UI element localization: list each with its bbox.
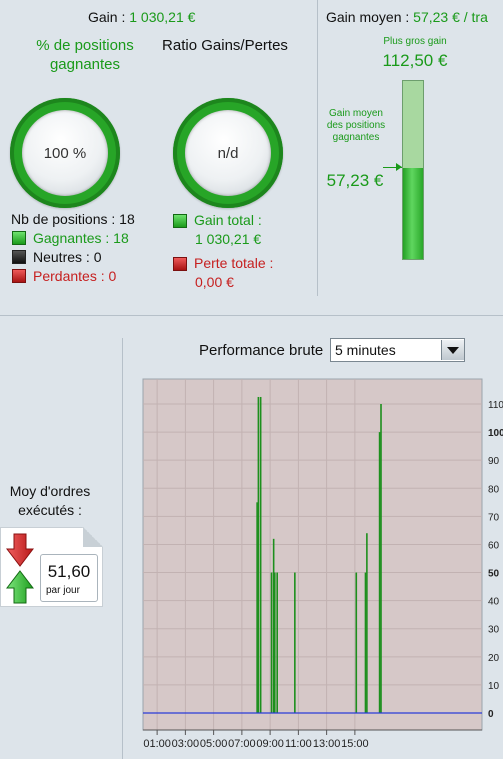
chart-bar — [378, 432, 381, 713]
chart-bar — [366, 533, 368, 713]
chart-bar — [276, 572, 278, 713]
y-tick-label: 10 — [488, 681, 500, 692]
average-gain-summary: Gain moyen : 57,23 € / tra — [326, 9, 488, 25]
y-tick-label: 70 — [488, 512, 500, 523]
green-square-icon — [12, 231, 26, 245]
gain-value: 1 030,21 € — [129, 9, 196, 25]
chart-bar — [257, 396, 260, 713]
red-square-icon — [12, 269, 26, 283]
winning-positions-value: 100 % — [22, 110, 108, 196]
gain-loss-ratio-title: Ratio Gains/Pertes — [162, 37, 288, 54]
orders-value: 51,60 — [47, 562, 91, 581]
card-fold-corner — [83, 527, 103, 547]
green-square-icon — [173, 213, 187, 228]
largest-gain-label: Plus gros gain — [383, 36, 447, 47]
x-tick-label: 01:00 — [143, 738, 171, 750]
gauge-marker-line — [383, 167, 402, 168]
positions-count: Nb de positions : 18 — [11, 211, 135, 227]
average-gain-value: 57,23 € / tra — [413, 9, 488, 25]
y-tick-label: 30 — [488, 625, 500, 636]
neutral-count: Neutres : 0 — [33, 249, 102, 265]
chart-bar — [273, 572, 276, 713]
y-tick-label: 80 — [488, 484, 500, 495]
x-tick-label: 03:00 — [172, 738, 200, 750]
chart-bar — [256, 502, 258, 713]
legend-neutral: Neutres : 0 — [12, 249, 101, 265]
gain-label: Gain — [88, 9, 118, 25]
x-axis: 01:00 03:00 05:00 07:00 09:00 11:00 13:00 15:00 — [143, 730, 369, 750]
y-tick-label: 40 — [488, 597, 500, 608]
chart-bar — [294, 572, 296, 713]
x-tick-label: 11:00 — [285, 738, 312, 750]
x-tick-label: 09:00 — [256, 738, 284, 750]
chart-bar — [380, 404, 382, 713]
legend-winning: Gagnantes : 18 — [12, 230, 129, 246]
total-loss-label: Perte totale : — [194, 255, 274, 271]
gain-gauge — [402, 80, 424, 260]
chart-bar — [272, 538, 275, 713]
y-tick-label: 20 — [488, 653, 500, 664]
gain-gauge-fill — [403, 168, 423, 259]
y-tick-label: 100 — [488, 428, 503, 439]
red-square-icon — [173, 256, 187, 271]
winning-count: Gagnantes : 18 — [33, 230, 129, 246]
arrow-right-icon — [396, 163, 402, 171]
winning-positions-ring: 100 % — [10, 98, 120, 208]
average-winning-label: Gain moyen des positions gagnantes — [326, 108, 386, 143]
losing-count: Perdantes : 0 — [33, 268, 117, 284]
arrow-down-icon — [6, 533, 34, 567]
y-axis: 0 10 20 30 40 50 60 70 80 90 100 110 — [488, 400, 503, 720]
y-tick-label: 90 — [488, 456, 500, 467]
total-gain-label: Gain total : — [194, 212, 262, 228]
winning-positions-title: % de positions gagnantes — [36, 37, 134, 73]
arrow-up-icon — [6, 570, 34, 604]
dropdown-button[interactable] — [441, 340, 464, 360]
orders-average-title: Moy d'ordres exécutés : — [9, 483, 91, 518]
grid-lines — [143, 379, 482, 730]
gain-summary: Gain : 1 030,21 € — [88, 9, 196, 25]
total-gain-value: 1 030,21 € — [195, 231, 262, 247]
orders-unit: par jour — [46, 585, 80, 596]
x-tick-label: 15:00 — [341, 738, 369, 750]
interval-select-value: 5 minutes — [335, 342, 396, 358]
chart-bar — [355, 572, 358, 713]
x-tick-label: 07:00 — [228, 738, 256, 750]
chevron-down-icon — [447, 346, 459, 354]
total-gain: Gain total : 1 030,21 € — [173, 211, 262, 249]
horizontal-divider — [0, 315, 503, 316]
legend-losing: Perdantes : 0 — [12, 268, 116, 284]
black-square-icon — [12, 250, 26, 264]
vertical-divider — [317, 0, 318, 296]
x-tick-label: 05:00 — [200, 738, 228, 750]
y-tick-label: 110 — [488, 400, 503, 411]
y-tick-label: 0 — [488, 709, 494, 720]
y-tick-label: 60 — [488, 540, 500, 551]
chart-bar — [364, 572, 367, 713]
average-winning-value: 57,23 € — [326, 171, 384, 190]
total-loss: Perte totale : 0,00 € — [173, 254, 273, 292]
x-tick-label: 13:00 — [313, 738, 341, 750]
orders-value-box — [40, 554, 98, 602]
bars — [256, 396, 382, 713]
gain-loss-ratio-ring: n/d — [173, 98, 283, 208]
chart-bar — [270, 572, 273, 713]
performance-label: Performance brute — [199, 342, 324, 359]
y-tick-label: 50 — [488, 569, 500, 580]
plot-area — [142, 378, 483, 731]
largest-gain-value: 112,50 € — [382, 51, 448, 70]
gain-loss-ratio-value: n/d — [185, 110, 271, 196]
average-gain-label: Gain moyen — [326, 9, 402, 25]
vertical-divider-lower — [122, 338, 123, 759]
chart-bar — [259, 396, 262, 713]
total-loss-value: 0,00 € — [195, 274, 234, 290]
